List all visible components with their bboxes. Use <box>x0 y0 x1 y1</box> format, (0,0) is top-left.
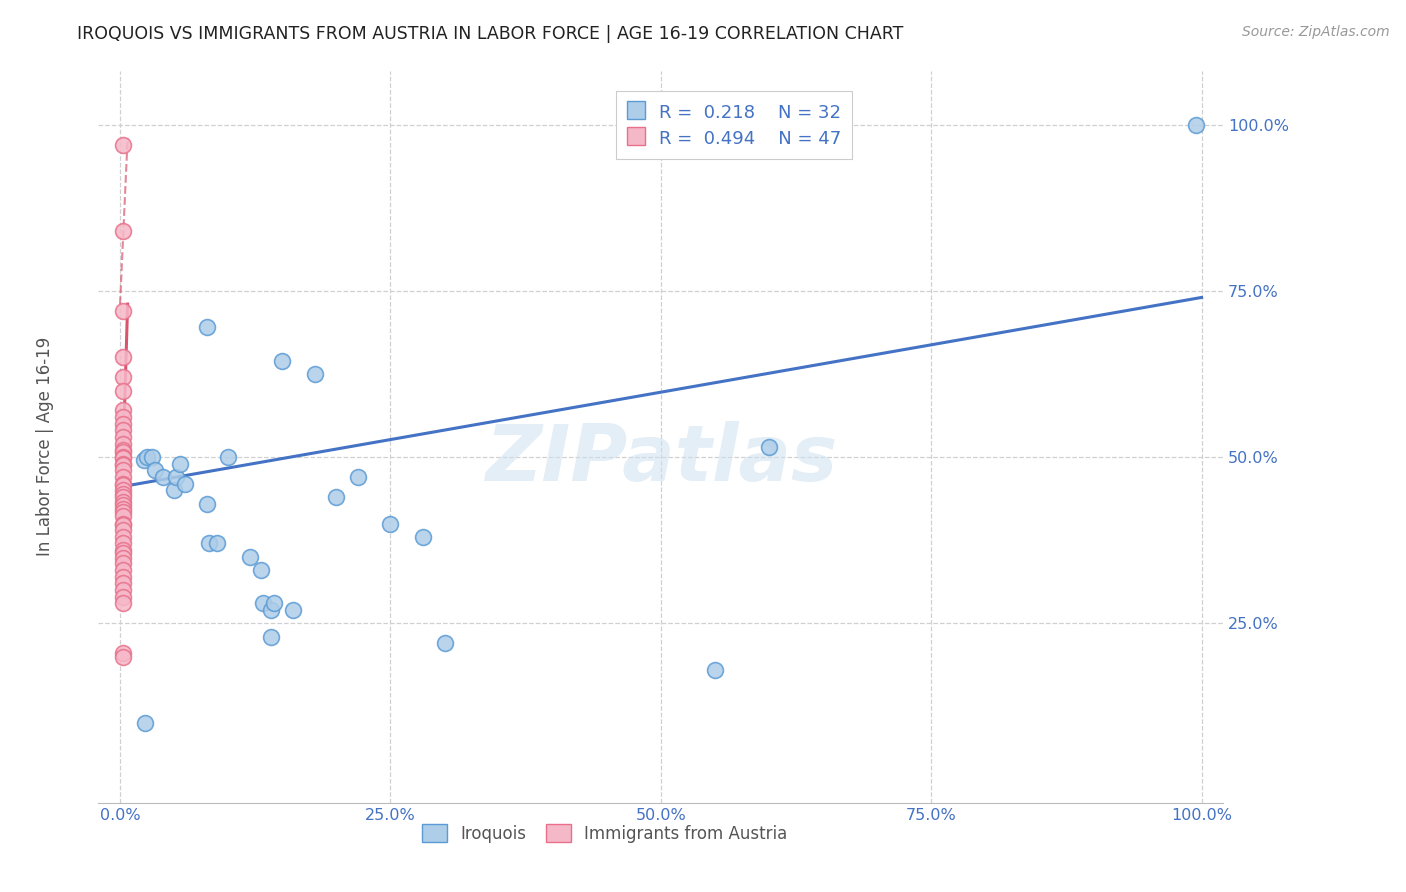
Point <box>703 663 725 677</box>
Point <box>112 351 135 365</box>
Point <box>112 410 135 425</box>
Legend: Iroquois, Immigrants from Austria: Iroquois, Immigrants from Austria <box>415 818 794 849</box>
Point <box>143 463 166 477</box>
Point <box>325 490 347 504</box>
Point <box>433 636 456 650</box>
Point <box>197 536 219 550</box>
Point <box>112 563 135 577</box>
Point <box>112 551 135 566</box>
Point <box>112 517 135 532</box>
Point <box>1185 118 1208 132</box>
Point <box>112 543 135 558</box>
Point <box>112 303 135 318</box>
Point <box>112 450 135 464</box>
Point <box>271 353 294 368</box>
Point <box>112 444 135 458</box>
Point <box>112 483 135 498</box>
Point <box>152 470 174 484</box>
Point <box>112 536 135 550</box>
Point <box>112 451 135 466</box>
Point <box>112 430 135 444</box>
Point <box>112 486 135 500</box>
Point <box>165 470 187 484</box>
Point <box>112 443 135 458</box>
Text: In Labor Force | Age 16-19: In Labor Force | Age 16-19 <box>37 336 53 556</box>
Point <box>112 470 135 484</box>
Point <box>195 320 218 334</box>
Point <box>112 504 135 518</box>
Point <box>112 224 135 238</box>
Point <box>112 546 135 560</box>
Point <box>112 523 135 537</box>
Point <box>380 516 402 531</box>
Point <box>132 453 155 467</box>
Point <box>112 570 135 584</box>
Text: ZIPatlas: ZIPatlas <box>485 421 837 497</box>
Point <box>112 370 135 384</box>
Point <box>112 646 135 660</box>
Point <box>136 450 159 464</box>
Point <box>112 530 135 544</box>
Point <box>112 502 135 516</box>
Point <box>347 470 370 484</box>
Point <box>758 440 780 454</box>
Text: IROQUOIS VS IMMIGRANTS FROM AUSTRIA IN LABOR FORCE | AGE 16-19 CORRELATION CHART: IROQUOIS VS IMMIGRANTS FROM AUSTRIA IN L… <box>77 25 904 43</box>
Point <box>195 497 218 511</box>
Point <box>112 476 135 491</box>
Point <box>252 596 274 610</box>
Point <box>112 137 135 152</box>
Point <box>112 495 135 509</box>
Point <box>260 603 283 617</box>
Point <box>112 478 135 492</box>
Point <box>112 596 135 610</box>
Point <box>239 549 262 564</box>
Point <box>112 582 135 597</box>
Point <box>112 576 135 591</box>
Point <box>217 450 239 464</box>
Point <box>112 384 135 398</box>
Point <box>112 457 135 471</box>
Point <box>134 716 156 731</box>
Point <box>112 436 135 450</box>
Point <box>112 417 135 431</box>
Point <box>169 457 191 471</box>
Point <box>163 483 186 498</box>
Point <box>112 498 135 512</box>
Point <box>141 450 163 464</box>
Point <box>249 563 271 577</box>
Point <box>281 603 304 617</box>
Point <box>112 516 135 531</box>
Point <box>304 367 326 381</box>
Point <box>112 458 135 472</box>
Point <box>112 424 135 438</box>
Point <box>412 530 434 544</box>
Point <box>112 490 135 504</box>
Point <box>207 536 229 550</box>
Point <box>112 463 135 477</box>
Point <box>112 557 135 571</box>
Point <box>260 630 283 644</box>
Point <box>263 596 285 610</box>
Point <box>112 508 135 523</box>
Text: Source: ZipAtlas.com: Source: ZipAtlas.com <box>1241 25 1389 39</box>
Point <box>174 476 197 491</box>
Point <box>112 649 135 664</box>
Point <box>112 590 135 604</box>
Point <box>112 403 135 417</box>
